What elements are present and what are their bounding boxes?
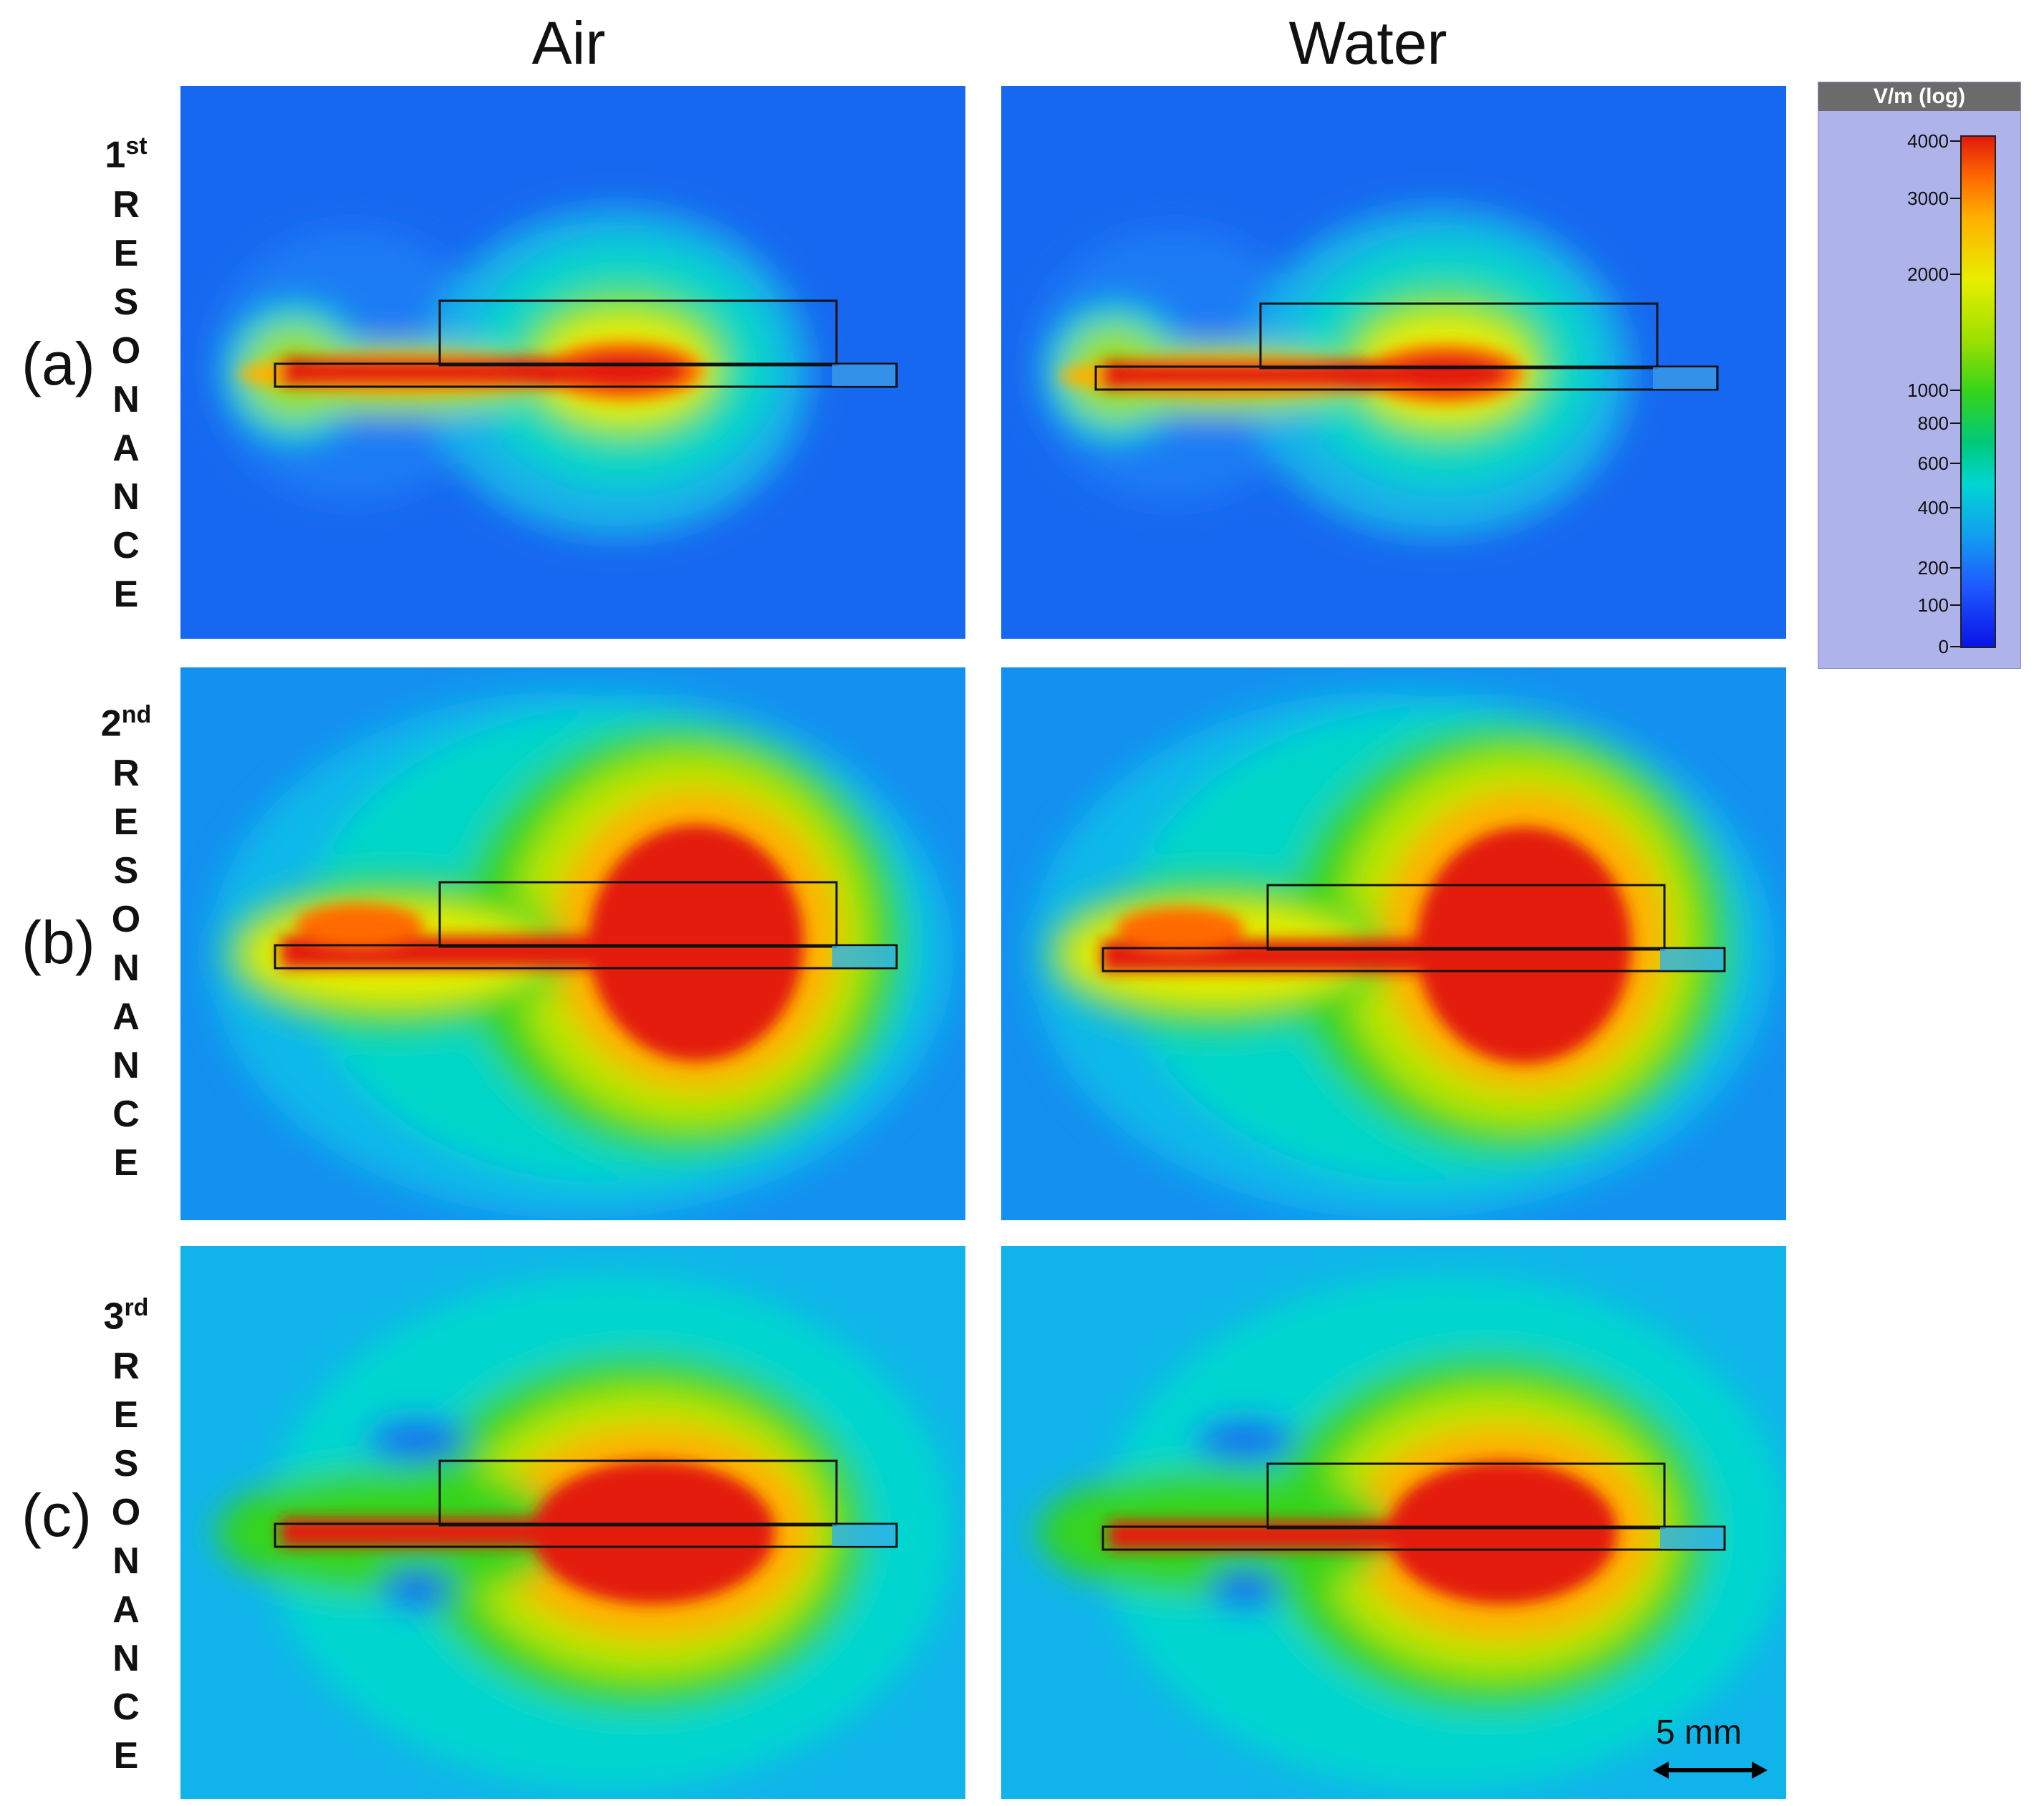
legend-tick-label: 0 [1938, 636, 1949, 657]
letter: C [112, 1093, 140, 1136]
letter: E [113, 233, 139, 275]
row-label-c: (c) [21, 1482, 92, 1549]
letter: C [112, 525, 140, 567]
legend-tick-label: 200 [1917, 557, 1949, 579]
legend-tick: 1000 [1861, 380, 1990, 401]
letter: S [113, 281, 139, 324]
row-label-a: (a) [21, 330, 95, 397]
legend-tick: 100 [1861, 594, 1990, 616]
legend-tick-label: 800 [1917, 412, 1949, 434]
letter: N [112, 1045, 140, 1087]
letter: E [113, 801, 139, 844]
letter: O [111, 330, 141, 372]
letter: N [112, 947, 140, 990]
column-title-air: Air [531, 9, 606, 77]
field-map-3rd-water [1001, 1246, 1786, 1799]
legend-title: V/m (log) [1818, 82, 2020, 111]
color-legend: V/m (log) 4000 3000 2000 1000 800 600 40… [1818, 82, 2021, 669]
field-map-2nd-water [1001, 667, 1786, 1220]
letter: A [112, 1589, 140, 1631]
legend-tick-label: 2000 [1907, 264, 1949, 285]
ordinal-3: 3rd [103, 1294, 149, 1338]
letter: E [113, 574, 139, 616]
scale-bar-label: 5 mm [1656, 1714, 1742, 1752]
legend-tick: 200 [1861, 557, 1990, 579]
legend-tick: 600 [1861, 453, 1990, 474]
letter: O [111, 899, 141, 941]
letter: R [112, 753, 140, 795]
legend-color-bar [1960, 135, 1996, 648]
letter: A [112, 996, 140, 1038]
tick-mark [1950, 646, 1960, 647]
letter: S [113, 1443, 139, 1485]
legend-tick: 2000 [1861, 264, 1990, 285]
tick-mark [1950, 507, 1960, 508]
tick-mark [1950, 274, 1960, 275]
letter: R [112, 184, 140, 226]
legend-tick: 3000 [1861, 188, 1990, 209]
column-title-water: Water [1288, 9, 1447, 77]
legend-tick: 800 [1861, 412, 1990, 434]
tick-mark [1950, 140, 1960, 142]
letter: C [112, 1686, 140, 1729]
letter: E [113, 1142, 139, 1184]
letter: N [112, 379, 140, 421]
ordinal-1: 1st [105, 132, 148, 176]
resonance-label-3: 3rd R E S O N A N C E [97, 1282, 155, 1780]
legend-tick: 0 [1861, 636, 1990, 657]
field-map-2nd-air [180, 667, 965, 1220]
letter: E [113, 1394, 139, 1436]
letter: N [112, 1638, 140, 1680]
tick-mark [1950, 390, 1960, 391]
tick-mark [1950, 604, 1960, 606]
resonance-label-2: 2nd R E S O N A N C E [97, 689, 155, 1187]
row-label-b: (b) [21, 909, 95, 976]
tick-mark [1950, 198, 1960, 199]
tick-mark [1950, 422, 1960, 424]
legend-tick-label: 100 [1917, 594, 1949, 616]
ordinal-2: 2nd [100, 701, 152, 745]
legend-tick-label: 400 [1917, 497, 1949, 518]
letter: N [112, 1540, 140, 1583]
letter: R [112, 1346, 140, 1388]
field-map-3rd-air [180, 1246, 965, 1799]
resonance-label-1: 1st R E S O N A N C E [97, 120, 155, 619]
letter: A [112, 428, 140, 470]
field-map-1st-water [1001, 86, 1786, 639]
field-map-1st-air [180, 86, 965, 639]
tick-mark [1950, 463, 1960, 464]
letter: O [111, 1492, 141, 1534]
legend-tick: 400 [1861, 497, 1990, 518]
letter: S [113, 850, 139, 892]
legend-tick-label: 4000 [1907, 130, 1949, 152]
legend-tick-label: 1000 [1907, 380, 1949, 401]
legend-tick-label: 600 [1917, 453, 1949, 474]
letter: E [113, 1735, 139, 1777]
legend-tick-label: 3000 [1907, 188, 1949, 209]
scale-bar-arrow-icon [1653, 1756, 1768, 1788]
legend-tick: 4000 [1861, 132, 1990, 150]
letter: N [112, 476, 140, 518]
tick-mark [1950, 567, 1960, 569]
